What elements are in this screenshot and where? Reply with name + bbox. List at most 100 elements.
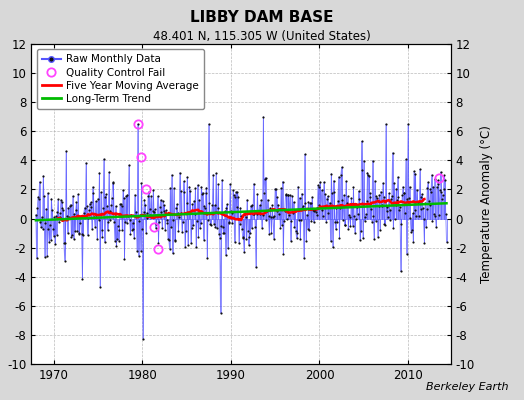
Point — [105, 217, 114, 224]
Point — [127, 212, 135, 218]
Point — [370, 178, 379, 184]
Point — [250, 210, 259, 217]
Point — [313, 212, 321, 218]
Point — [125, 217, 134, 223]
Point — [383, 204, 391, 210]
Point — [334, 174, 343, 180]
Point — [95, 170, 104, 176]
Y-axis label: Temperature Anomaly (°C): Temperature Anomaly (°C) — [481, 125, 493, 283]
Point — [43, 190, 52, 196]
Point — [44, 226, 52, 233]
Point — [269, 235, 278, 242]
Point — [330, 189, 339, 195]
Point — [111, 238, 119, 244]
Point — [183, 174, 191, 180]
Point — [154, 193, 162, 200]
Point — [287, 218, 296, 224]
Point — [185, 184, 194, 190]
Point — [332, 205, 341, 211]
Point — [304, 198, 313, 205]
Point — [215, 231, 223, 238]
Point — [67, 234, 75, 241]
Point — [210, 221, 218, 227]
Point — [64, 204, 72, 211]
Point — [204, 217, 212, 223]
Point — [341, 222, 349, 228]
Point — [66, 203, 74, 209]
Point — [137, 248, 145, 254]
Point — [41, 220, 50, 226]
Point — [103, 227, 112, 233]
Point — [80, 209, 88, 216]
Point — [410, 168, 418, 174]
Point — [385, 190, 393, 197]
Point — [426, 186, 434, 192]
Point — [198, 191, 206, 197]
Point — [165, 236, 173, 243]
Point — [314, 182, 322, 188]
Point — [285, 212, 293, 218]
Point — [92, 198, 100, 204]
Point — [317, 204, 325, 210]
Point — [312, 205, 321, 212]
Point — [242, 236, 250, 242]
Point — [294, 217, 303, 223]
Point — [215, 234, 224, 241]
Point — [417, 205, 425, 212]
Point — [319, 213, 328, 219]
Point — [374, 203, 383, 209]
Point — [170, 185, 178, 192]
Point — [257, 197, 265, 203]
Point — [209, 172, 217, 178]
Point — [223, 201, 232, 208]
Point — [423, 185, 431, 191]
Point — [94, 196, 102, 202]
Point — [402, 156, 410, 163]
Point — [87, 204, 95, 210]
Point — [128, 220, 137, 226]
Point — [326, 238, 335, 244]
Point — [261, 174, 270, 181]
Point — [354, 211, 362, 218]
Point — [335, 234, 344, 241]
Point — [325, 200, 334, 206]
Point — [430, 211, 438, 217]
Point — [40, 193, 48, 200]
Point — [140, 196, 149, 203]
Point — [137, 180, 146, 186]
Point — [366, 190, 374, 196]
Point — [106, 208, 115, 214]
Point — [345, 212, 353, 218]
Point — [379, 194, 388, 200]
Point — [192, 244, 200, 250]
Point — [254, 210, 263, 216]
Point — [208, 202, 216, 208]
Point — [195, 225, 204, 231]
Point — [321, 203, 330, 210]
Point — [357, 228, 365, 234]
Point — [343, 200, 351, 206]
Point — [96, 189, 105, 196]
Point — [135, 218, 144, 224]
Point — [318, 187, 326, 193]
Point — [61, 239, 70, 246]
Point — [265, 231, 274, 238]
Point — [33, 204, 41, 211]
Point — [143, 214, 151, 221]
Point — [38, 226, 47, 232]
Point — [199, 189, 207, 196]
Point — [150, 206, 159, 213]
Point — [54, 196, 62, 203]
Point — [48, 206, 56, 213]
Point — [359, 235, 367, 241]
Point — [314, 202, 323, 208]
Point — [342, 178, 350, 184]
Point — [277, 185, 285, 192]
Point — [114, 223, 122, 229]
Point — [297, 216, 305, 223]
Point — [228, 220, 236, 226]
Point — [275, 211, 283, 218]
Point — [124, 213, 133, 219]
Point — [315, 184, 324, 191]
Point — [136, 212, 144, 218]
